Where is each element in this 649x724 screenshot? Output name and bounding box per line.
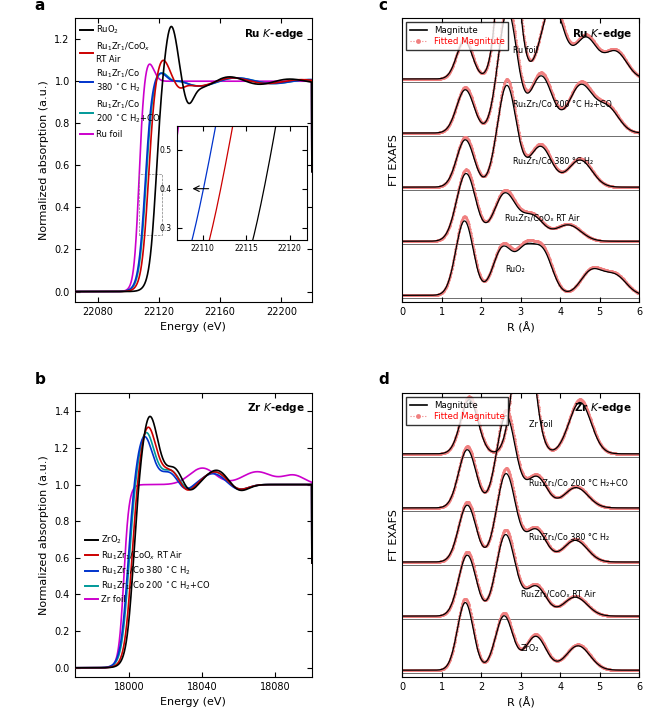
Text: Ru foil: Ru foil	[513, 46, 538, 54]
Text: Ru $K$-edge: Ru $K$-edge	[572, 27, 632, 41]
Bar	[139, 174, 162, 235]
Text: d: d	[378, 372, 389, 387]
X-axis label: R (Å): R (Å)	[507, 322, 535, 334]
Y-axis label: FT EXAFS: FT EXAFS	[389, 134, 399, 186]
Legend: ZrO$_2$, Ru$_1$Zr$_1$/CoO$_x$ RT Air, Ru$_1$Zr$_1$/Co 380 $^\circ$C H$_2$, Ru$_1: ZrO$_2$, Ru$_1$Zr$_1$/CoO$_x$ RT Air, Ru…	[84, 532, 212, 606]
Text: Zr $K$-edge: Zr $K$-edge	[247, 402, 305, 416]
Text: Ru₁Zr₁/CoOₓ RT Air: Ru₁Zr₁/CoOₓ RT Air	[505, 214, 580, 222]
Y-axis label: FT EXAFS: FT EXAFS	[389, 509, 399, 561]
X-axis label: Energy (eV): Energy (eV)	[160, 322, 227, 332]
Text: a: a	[34, 0, 45, 12]
Legend: Magnitute, Fitted Magnitute: Magnitute, Fitted Magnitute	[406, 397, 508, 425]
Text: c: c	[378, 0, 387, 12]
Y-axis label: Normalized absorption (a.u.): Normalized absorption (a.u.)	[39, 80, 49, 240]
Text: Ru₁Zr₁/Co 380 °C H₂: Ru₁Zr₁/Co 380 °C H₂	[513, 156, 593, 166]
Text: Zr foil: Zr foil	[528, 421, 552, 429]
X-axis label: R (Å): R (Å)	[507, 697, 535, 709]
Text: Ru₁Zr₁/CoOₓ RT Air: Ru₁Zr₁/CoOₓ RT Air	[520, 589, 595, 599]
Legend: Magnitute, Fitted Magnitute: Magnitute, Fitted Magnitute	[406, 22, 508, 50]
Text: ZrO₂: ZrO₂	[520, 644, 539, 652]
Text: Ru₁Zr₁/Co 200 °C H₂+CO: Ru₁Zr₁/Co 200 °C H₂+CO	[513, 100, 611, 109]
Y-axis label: Normalized absorption (a.u.): Normalized absorption (a.u.)	[39, 455, 49, 615]
Text: Zr $K$-edge: Zr $K$-edge	[574, 402, 632, 416]
Legend: RuO$_2$, Ru$_1$Zr$_1$/CoO$_x$
RT Air, Ru$_1$Zr$_1$/Co
380 $^\circ$C H$_2$, Ru$_1: RuO$_2$, Ru$_1$Zr$_1$/CoO$_x$ RT Air, Ru…	[79, 22, 163, 140]
Text: Ru₁Zr₁/Co 200 °C H₂+CO: Ru₁Zr₁/Co 200 °C H₂+CO	[528, 479, 628, 488]
Text: Ru₁Zr₁/Co 380 °C H₂: Ru₁Zr₁/Co 380 °C H₂	[528, 533, 609, 542]
Text: Ru $K$-edge: Ru $K$-edge	[244, 27, 305, 41]
Text: b: b	[34, 372, 45, 387]
X-axis label: Energy (eV): Energy (eV)	[160, 697, 227, 707]
Text: RuO₂: RuO₂	[505, 265, 524, 274]
